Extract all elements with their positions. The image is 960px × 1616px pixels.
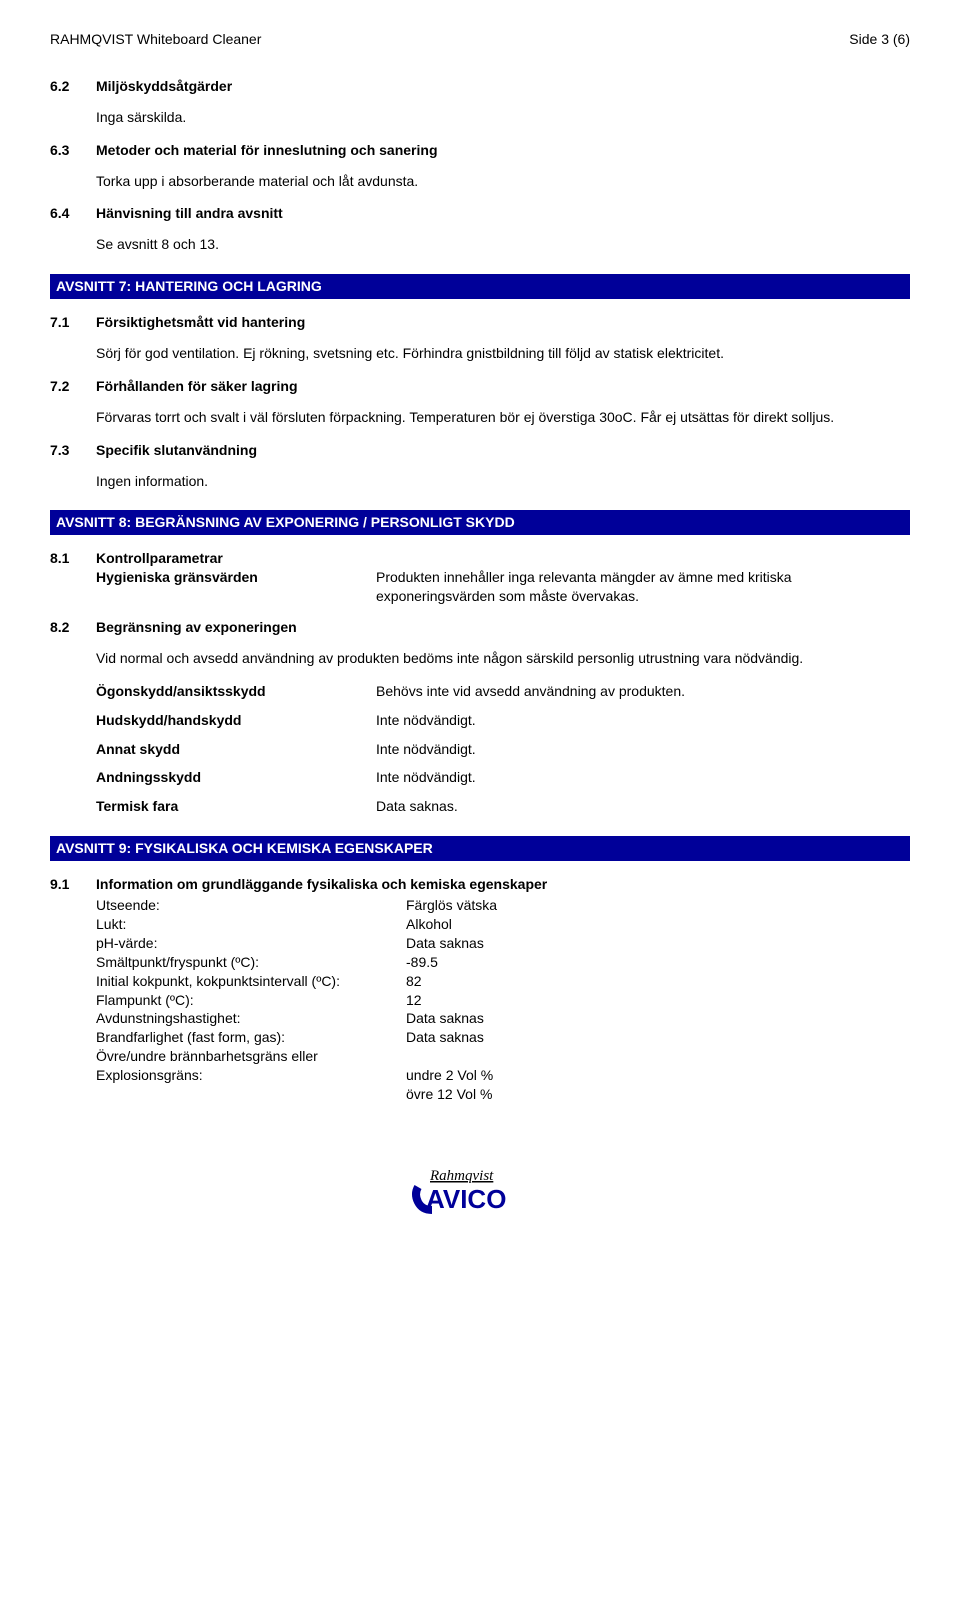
section-6-2-body: Inga särskilda. <box>96 108 910 127</box>
protection-value: Data saknas. <box>376 797 910 816</box>
property-label: Flampunkt (ºC): <box>96 991 406 1010</box>
property-label: Avdunstningshastighet: <box>96 1009 406 1028</box>
hygienic-limits-value: Produkten innehåller inga relevanta mäng… <box>376 568 910 606</box>
property-value: Färglös vätska <box>406 896 910 915</box>
property-row: Initial kokpunkt, kokpunktsintervall (ºC… <box>96 972 910 991</box>
section-8-2-heading: 8.2 Begränsning av exponeringen <box>50 618 910 637</box>
section-title: Kontrollparametrar <box>96 549 223 568</box>
section-6-4-heading: 6.4 Hänvisning till andra avsnitt <box>50 204 910 223</box>
section-bar-8: AVSNITT 8: BEGRÄNSNING AV EXPONERING / P… <box>50 510 910 535</box>
property-value: 12 <box>406 991 910 1010</box>
property-label: pH-värde: <box>96 934 406 953</box>
protection-row: Ögonskydd/ansiktsskydd Behövs inte vid a… <box>96 682 910 701</box>
protection-label: Termisk fara <box>96 797 376 816</box>
section-title: Information om grundläggande fysikaliska… <box>96 875 547 894</box>
property-label: Initial kokpunkt, kokpunktsintervall (ºC… <box>96 972 406 991</box>
section-num: 6.2 <box>50 77 96 96</box>
property-value: övre 12 Vol % <box>406 1085 910 1104</box>
property-value: 82 <box>406 972 910 991</box>
section-7-2-heading: 7.2 Förhållanden för säker lagring <box>50 377 910 396</box>
property-label: Explosionsgräns: <box>96 1066 406 1085</box>
section-title: Försiktighetsmått vid hantering <box>96 313 305 332</box>
section-num: 7.1 <box>50 313 96 332</box>
property-label <box>96 1085 406 1104</box>
property-label: Brandfarlighet (fast form, gas): <box>96 1028 406 1047</box>
page-header: RAHMQVIST Whiteboard Cleaner Side 3 (6) <box>50 30 910 49</box>
section-6-3-heading: 6.3 Metoder och material för inneslutnin… <box>50 141 910 160</box>
section-num: 8.1 <box>50 549 96 568</box>
section-7-2-body: Förvaras torrt och svalt i väl försluten… <box>96 408 910 427</box>
section-num: 6.3 <box>50 141 96 160</box>
protection-value: Inte nödvändigt. <box>376 740 910 759</box>
section-6-4-body: Se avsnitt 8 och 13. <box>96 235 910 254</box>
section-8-2-body: Vid normal och avsedd användning av prod… <box>96 649 910 668</box>
property-value: Data saknas <box>406 1028 910 1047</box>
property-row: Brandfarlighet (fast form, gas):Data sak… <box>96 1028 910 1047</box>
section-num: 6.4 <box>50 204 96 223</box>
property-row: Smältpunkt/fryspunkt (ºC):-89.5 <box>96 953 910 972</box>
section-title: Förhållanden för säker lagring <box>96 377 298 396</box>
protection-row: Annat skydd Inte nödvändigt. <box>96 740 910 759</box>
product-name: RAHMQVIST Whiteboard Cleaner <box>50 30 261 49</box>
section-title: Begränsning av exponeringen <box>96 618 297 637</box>
section-8-1: 8.1 Kontrollparametrar Hygieniska gränsv… <box>50 549 910 606</box>
logo-brand-2: AVICO <box>426 1184 506 1214</box>
section-title: Miljöskyddsåtgärder <box>96 77 232 96</box>
section-num: 7.3 <box>50 441 96 460</box>
property-value: Data saknas <box>406 1009 910 1028</box>
section-bar-9: AVSNITT 9: FYSIKALISKA OCH KEMISKA EGENS… <box>50 836 910 861</box>
property-row: Explosionsgräns:undre 2 Vol % <box>96 1066 910 1085</box>
logo-brand-1: Rahmqvist <box>429 1168 494 1184</box>
section-6-2-heading: 6.2 Miljöskyddsåtgärder <box>50 77 910 96</box>
section-7-1-heading: 7.1 Försiktighetsmått vid hantering <box>50 313 910 332</box>
protection-label: Hudskydd/handskydd <box>96 711 376 730</box>
protection-row: Andningsskydd Inte nödvändigt. <box>96 768 910 787</box>
protection-value: Behövs inte vid avsedd användning av pro… <box>376 682 910 701</box>
section-7-3-body: Ingen information. <box>96 472 910 491</box>
property-row: Lukt:Alkohol <box>96 915 910 934</box>
section-title: Hänvisning till andra avsnitt <box>96 204 283 223</box>
property-row: Övre/undre brännbarhetsgräns eller <box>96 1047 910 1066</box>
property-value: Alkohol <box>406 915 910 934</box>
property-row: pH-värde:Data saknas <box>96 934 910 953</box>
property-row: Avdunstningshastighet:Data saknas <box>96 1009 910 1028</box>
property-value: undre 2 Vol % <box>406 1066 910 1085</box>
section-7-3-heading: 7.3 Specifik slutanvändning <box>50 441 910 460</box>
property-label: Utseende: <box>96 896 406 915</box>
section-9-1-heading: 9.1 Information om grundläggande fysikal… <box>50 875 910 894</box>
section-7-1-body: Sörj för god ventilation. Ej rökning, sv… <box>96 344 910 363</box>
property-row: Flampunkt (ºC):12 <box>96 991 910 1010</box>
property-value <box>406 1047 910 1066</box>
property-row: övre 12 Vol % <box>96 1085 910 1104</box>
protection-label: Andningsskydd <box>96 768 376 787</box>
section-bar-7: AVSNITT 7: HANTERING OCH LAGRING <box>50 274 910 299</box>
logo-icon: Rahmqvist AVICO <box>400 1164 560 1218</box>
protection-row: Termisk fara Data saknas. <box>96 797 910 816</box>
section-num: 7.2 <box>50 377 96 396</box>
property-value: Data saknas <box>406 934 910 953</box>
property-label: Lukt: <box>96 915 406 934</box>
property-row: Utseende:Färglös vätska <box>96 896 910 915</box>
protection-label: Annat skydd <box>96 740 376 759</box>
protection-label: Ögonskydd/ansiktsskydd <box>96 682 376 701</box>
section-title: Metoder och material för inneslutning oc… <box>96 141 438 160</box>
protection-value: Inte nödvändigt. <box>376 711 910 730</box>
section-num: 8.2 <box>50 618 96 637</box>
section-title: Specifik slutanvändning <box>96 441 257 460</box>
section-num: 9.1 <box>50 875 96 894</box>
property-value: -89.5 <box>406 953 910 972</box>
protection-value: Inte nödvändigt. <box>376 768 910 787</box>
protection-row: Hudskydd/handskydd Inte nödvändigt. <box>96 711 910 730</box>
property-label: Övre/undre brännbarhetsgräns eller <box>96 1047 406 1066</box>
section-6-3-body: Torka upp i absorberande material och lå… <box>96 172 910 191</box>
property-label: Smältpunkt/fryspunkt (ºC): <box>96 953 406 972</box>
footer-logo: Rahmqvist AVICO <box>50 1164 910 1223</box>
hygienic-limits-label: Hygieniska gränsvärden <box>96 568 376 606</box>
page-number: Side 3 (6) <box>849 30 910 49</box>
